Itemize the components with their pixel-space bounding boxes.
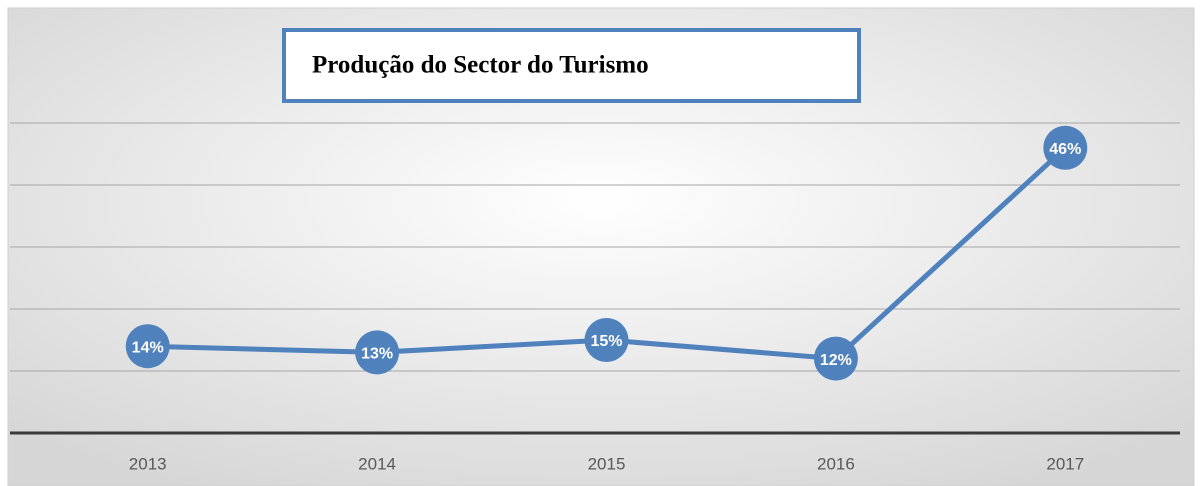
data-label: 14% bbox=[132, 339, 164, 356]
point-marker bbox=[125, 324, 170, 369]
title-box bbox=[282, 28, 861, 103]
data-label: 46% bbox=[1049, 141, 1081, 158]
data-label: 12% bbox=[820, 352, 852, 369]
point-marker bbox=[1043, 125, 1088, 170]
data-label: 13% bbox=[361, 346, 393, 363]
point-marker bbox=[355, 330, 400, 375]
x-tick-label: 2015 bbox=[588, 454, 626, 473]
x-tick-label: 2017 bbox=[1046, 454, 1084, 473]
x-tick-label: 2014 bbox=[358, 454, 396, 473]
point-marker bbox=[813, 336, 858, 381]
data-label: 15% bbox=[590, 333, 622, 350]
chart-title: Produção do Sector do Turismo bbox=[312, 52, 649, 79]
x-tick-label: 2016 bbox=[817, 454, 855, 473]
x-tick-label: 2013 bbox=[129, 454, 167, 473]
point-marker bbox=[584, 318, 629, 362]
